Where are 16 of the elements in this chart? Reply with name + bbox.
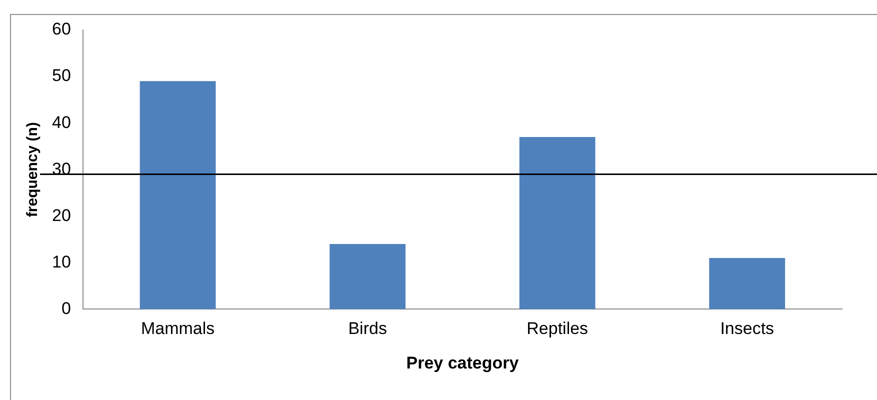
y-tick-label: 0	[61, 298, 71, 318]
bar	[140, 81, 216, 310]
y-tick-label: 60	[52, 20, 71, 39]
bar	[330, 244, 406, 310]
x-tick-label: Reptiles	[526, 319, 588, 338]
y-tick-label: 10	[52, 252, 71, 272]
x-tick-label: Birds	[348, 319, 387, 338]
y-axis-title: frequency (n)	[24, 122, 42, 218]
x-axis-title: Prey category	[406, 353, 520, 372]
bar	[709, 258, 786, 310]
y-tick-label: 50	[52, 66, 71, 86]
y-tick-label: 20	[52, 206, 71, 225]
y-tick-label: 40	[52, 112, 71, 132]
x-tick-label: Insects	[720, 319, 774, 338]
bar	[519, 137, 596, 310]
x-tick-label: Mammals	[140, 319, 215, 338]
